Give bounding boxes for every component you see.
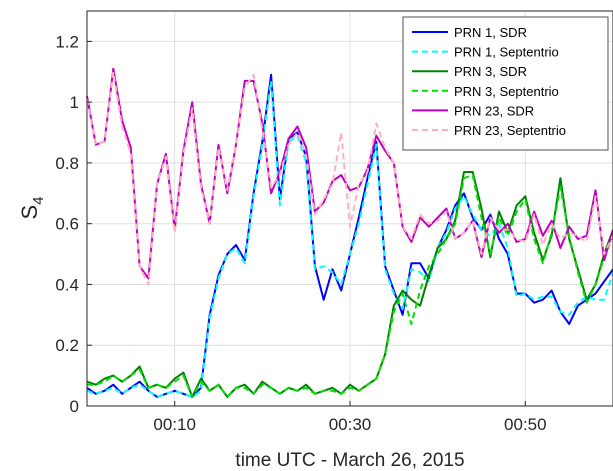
legend-label-prn-23-sdr: PRN 23, SDR (454, 103, 534, 118)
x-tick-label: 00:30 (329, 415, 372, 434)
legend-label-prn-3-septentrio: PRN 3, Septentrio (454, 84, 559, 99)
x-axis-title: time UTC - March 26, 2015 (235, 450, 464, 471)
series-line-prn-3-sdr (86, 171, 613, 398)
legend-label-prn-1-septentrio: PRN 1, Septentrio (454, 45, 559, 60)
y-axis-title-main: S (17, 205, 42, 220)
y-tick-label: 0 (70, 397, 79, 416)
axis-ticks: 0 0.2 0.4 0.6 0.8 1 1.2 00:10 00:30 00:50 (55, 32, 546, 434)
y-tick-label: 0.6 (55, 215, 79, 234)
y-axis-title: S4 (17, 196, 47, 219)
legend-label-prn-1-sdr: PRN 1, SDR (454, 25, 527, 40)
series-lines (86, 67, 613, 398)
legend-label-prn-23-septentrio: PRN 23, Septentrio (454, 123, 566, 138)
legend-box (402, 16, 609, 151)
y-axis-title-group: S4 (17, 196, 47, 219)
x-tick-label: 00:10 (153, 415, 196, 434)
series-line-prn-3-septentrio (87, 174, 613, 398)
series-line-prn-23-septentrio (86, 70, 613, 286)
y-tick-label: 0.2 (55, 336, 79, 355)
y-tick-label: 0.8 (55, 154, 79, 173)
y-tick-label: 1.2 (55, 32, 79, 51)
y-tick-label: 0.4 (55, 275, 79, 294)
legend: PRN 1, SDR PRN 1, Septentrio PRN 3, SDR PRN… (402, 16, 609, 151)
y-axis-title-subscript: 4 (30, 196, 47, 204)
x-tick-label: 00:50 (504, 415, 547, 434)
series-line-prn-1-septentrio (86, 79, 613, 398)
legend-label-prn-3-sdr: PRN 3, SDR (454, 64, 527, 79)
y-tick-label: 1 (70, 93, 79, 112)
